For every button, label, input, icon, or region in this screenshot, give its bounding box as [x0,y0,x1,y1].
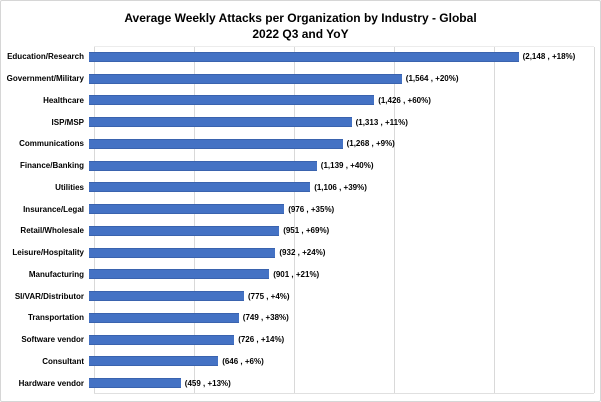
chart-row: Healthcare (1,426 , +60%) [1,90,600,112]
value-label: (646 , +6%) [222,356,264,366]
category-label: Finance/Banking [19,161,84,171]
category-label: Utilities [55,182,84,192]
value-label: (976 , +35%) [288,204,335,214]
bar [89,160,317,171]
bar-track: (459 , +13%) [89,372,589,394]
bar-track: (901 , +21%) [89,264,589,286]
chart-row: Communications (1,268 , +9%) [1,133,600,155]
vertical-gridline [194,47,195,393]
value-label: (932 , +24%) [279,248,326,258]
chart-row: Insurance/Legal (976 , +35%) [1,198,600,220]
chart-row: ISP/MSP (1,313 , +11%) [1,111,600,133]
chart-subtitle: 2022 Q3 and YoY [252,27,349,41]
chart-rows: Education/Research (2,148 , +18%) Governme… [1,46,600,394]
bar [89,356,219,367]
chart-row: SI/VAR/Distributor (775 , +4%) [1,285,600,307]
vertical-gridline [394,47,395,393]
chart-row: Leisure/Hospitality (932 , +24%) [1,242,600,264]
bar-track: (2,148 , +18%) [89,46,589,68]
vertical-gridline [294,47,295,393]
value-label: (1,268 , +9%) [346,139,395,149]
category-label: Insurance/Legal [23,204,84,214]
chart-row: Utilities (1,106 , +39%) [1,177,600,199]
category-label: Retail/Wholesale [20,226,84,236]
plot-area [94,46,595,394]
bar-track: (646 , +6%) [89,351,589,373]
chart-row: Education/Research (2,148 , +18%) [1,46,600,68]
bar-track: (749 , +38%) [89,307,589,329]
vertical-gridline [594,47,595,393]
category-label: Leisure/Hospitality [12,248,84,258]
bar-track: (775 , +4%) [89,285,589,307]
category-label: Transportation [27,313,84,323]
chart-row: Consultant (646 , +6%) [1,351,600,373]
category-label: SI/VAR/Distributor [14,291,84,301]
chart-row: Retail/Wholesale (951 , +69%) [1,220,600,242]
chart-row: Finance/Banking (1,139 , +40%) [1,155,600,177]
chart-title: Average Weekly Attacks per Organization … [124,11,477,25]
value-label: (1,426 , +60%) [378,95,431,105]
value-label: (1,106 , +39%) [314,182,367,192]
bar [89,117,352,128]
category-label: Manufacturing [28,269,84,279]
category-label: ISP/MSP [51,117,84,127]
value-label: (749 , +38%) [242,313,289,323]
value-label: (775 , +4%) [248,291,290,301]
chart-row: Software vendor (726 , +14%) [1,329,600,351]
bar [89,312,239,323]
bar-track: (932 , +24%) [89,242,589,264]
chart-row: Hardware vendor (459 , +13%) [1,372,600,394]
bar-track: (726 , +14%) [89,329,589,351]
bar-track: (1,268 , +9%) [89,133,589,155]
bar [89,51,519,62]
bar [89,334,235,345]
chart-row: Government/Military (1,564 , +20%) [1,68,600,90]
value-label: (1,313 , +11%) [355,117,408,127]
bar [89,291,244,302]
vertical-gridline [494,47,495,393]
bar [89,95,375,106]
category-label: Education/Research [7,52,84,62]
bar-track: (1,426 , +60%) [89,90,589,112]
category-label: Government/Military [6,74,84,84]
bar [89,269,270,280]
bar-track: (1,564 , +20%) [89,68,589,90]
value-label: (726 , +14%) [238,335,285,345]
chart-row: Manufacturing (901 , +21%) [1,264,600,286]
category-label: Hardware vendor [18,378,84,388]
category-label: Healthcare [43,95,84,105]
bar-track: (951 , +69%) [89,220,589,242]
vertical-gridline [94,47,95,393]
value-label: (951 , +69%) [283,226,330,236]
bar-track: (1,139 , +40%) [89,155,589,177]
bar [89,204,285,215]
value-label: (901 , +21%) [273,269,320,279]
bar [89,138,343,149]
category-label: Consultant [42,356,84,366]
value-label: (1,564 , +20%) [405,74,459,84]
value-label: (1,139 , +40%) [320,161,374,171]
bar-track: (976 , +35%) [89,198,589,220]
chart-row: Transportation (749 , +38%) [1,307,600,329]
bar [89,225,280,236]
category-label: Software vendor [21,335,84,345]
bar [89,378,181,389]
bar-track: (1,106 , +39%) [89,177,589,199]
bar [89,73,402,84]
category-label: Communications [19,139,84,149]
value-label: (2,148 , +18%) [522,52,576,62]
bar-track: (1,313 , +11%) [89,111,589,133]
bar [89,182,311,193]
value-label: (459 , +13%) [184,378,231,388]
bar [89,247,276,258]
